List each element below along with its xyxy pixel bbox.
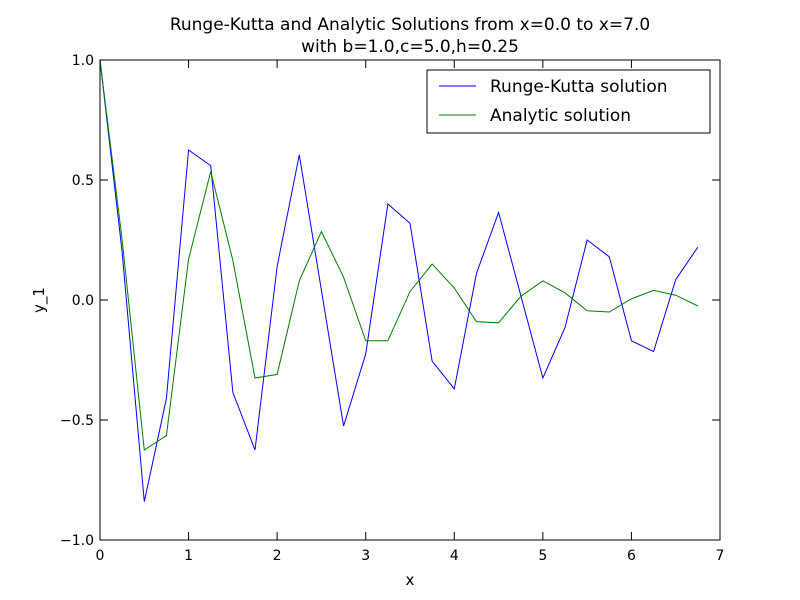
- legend: Runge-Kutta solution Analytic solution: [426, 69, 711, 134]
- y-axis-label: y_1: [30, 287, 49, 313]
- ticks-layer: 0 1 2 3 4 5 6 7 −1.0 −0.5 0.0 0.5 1.0: [60, 53, 724, 564]
- legend-box: [426, 69, 711, 134]
- y-tick-label: 0.5: [72, 173, 94, 189]
- y-tick-label: −0.5: [60, 413, 94, 429]
- x-axis-label: x: [406, 571, 415, 589]
- x-tick-label: 7: [716, 548, 725, 564]
- x-tick-label: 0: [96, 548, 105, 564]
- series-line-1: [99, 59, 699, 451]
- x-tick-label: 2: [273, 548, 282, 564]
- series-line-0: [99, 59, 699, 502]
- y-tick-label: 0.0: [72, 293, 94, 309]
- x-tick-label: 4: [450, 548, 459, 564]
- x-tick-label: 1: [184, 548, 193, 564]
- plot-frame: [99, 59, 721, 541]
- legend-label-runge-kutta: Runge-Kutta solution: [490, 77, 668, 97]
- x-tick-label: 3: [361, 548, 370, 564]
- chart-subtitle: with b=1.0,c=5.0,h=0.25: [301, 37, 519, 57]
- x-tick-label: 6: [627, 548, 636, 564]
- x-tick-label: 5: [538, 548, 547, 564]
- series-layer: [99, 59, 699, 502]
- y-tick-label: −1.0: [60, 533, 94, 549]
- legend-label-analytic: Analytic solution: [490, 106, 631, 126]
- chart-title: Runge-Kutta and Analytic Solutions from …: [170, 15, 650, 35]
- y-tick-label: 1.0: [72, 53, 94, 69]
